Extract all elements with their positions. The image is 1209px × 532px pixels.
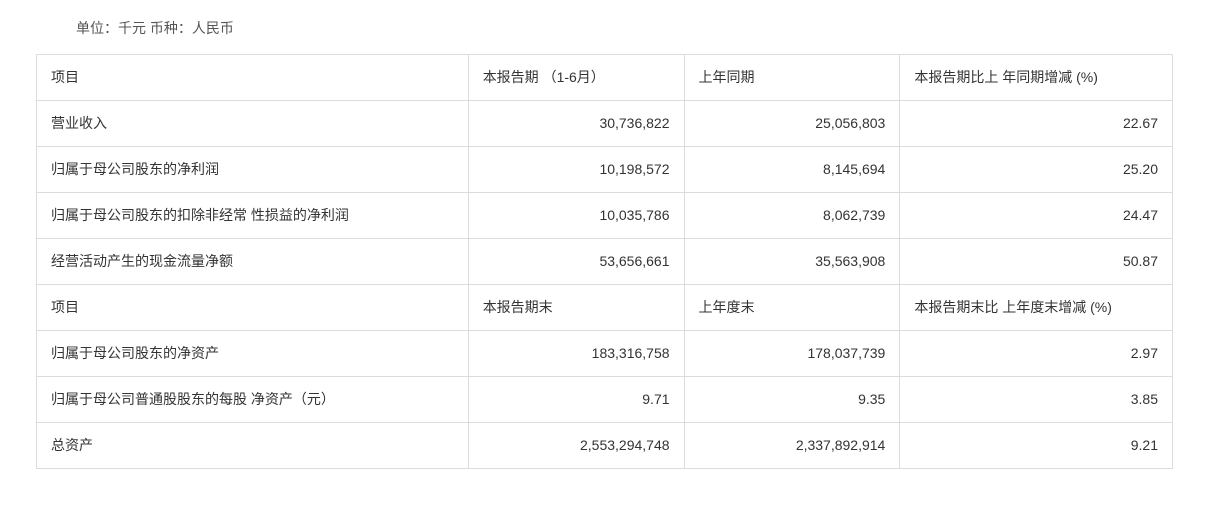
table-row: 归属于母公司普通股股东的每股 净资产（元） 9.71 9.35 3.85 [37, 377, 1173, 423]
cell-value: 183,316,758 [468, 331, 684, 377]
col-header-period-end: 本报告期末 [468, 285, 684, 331]
col-header-prior-year-end: 上年度末 [684, 285, 900, 331]
cell-value: 24.47 [900, 193, 1173, 239]
cell-value: 9.35 [684, 377, 900, 423]
table-row: 营业收入 30,736,822 25,056,803 22.67 [37, 101, 1173, 147]
row-label: 归属于母公司股东的净利润 [37, 147, 469, 193]
row-label: 归属于母公司股东的扣除非经常 性损益的净利润 [37, 193, 469, 239]
col-header-item: 项目 [37, 55, 469, 101]
table-row: 经营活动产生的现金流量净额 53,656,661 35,563,908 50.8… [37, 239, 1173, 285]
col-header-change-pct: 本报告期比上 年同期增减 (%) [900, 55, 1173, 101]
table-row: 总资产 2,553,294,748 2,337,892,914 9.21 [37, 423, 1173, 469]
row-label: 总资产 [37, 423, 469, 469]
cell-value: 9.21 [900, 423, 1173, 469]
row-label: 归属于母公司普通股股东的每股 净资产（元） [37, 377, 469, 423]
row-label: 营业收入 [37, 101, 469, 147]
cell-value: 2,553,294,748 [468, 423, 684, 469]
cell-value: 2,337,892,914 [684, 423, 900, 469]
cell-value: 35,563,908 [684, 239, 900, 285]
cell-value: 8,062,739 [684, 193, 900, 239]
cell-value: 10,198,572 [468, 147, 684, 193]
financial-table: 项目 本报告期 （1-6月） 上年同期 本报告期比上 年同期增减 (%) 营业收… [36, 54, 1173, 469]
cell-value: 10,035,786 [468, 193, 684, 239]
unit-currency-line: 单位：千元 币种：人民币 [76, 18, 1173, 38]
cell-value: 9.71 [468, 377, 684, 423]
cell-value: 30,736,822 [468, 101, 684, 147]
col-header-item: 项目 [37, 285, 469, 331]
table-row: 归属于母公司股东的净利润 10,198,572 8,145,694 25.20 [37, 147, 1173, 193]
cell-value: 178,037,739 [684, 331, 900, 377]
row-label: 经营活动产生的现金流量净额 [37, 239, 469, 285]
cell-value: 25,056,803 [684, 101, 900, 147]
cell-value: 8,145,694 [684, 147, 900, 193]
cell-value: 3.85 [900, 377, 1173, 423]
col-header-change-pct: 本报告期末比 上年度末增减 (%) [900, 285, 1173, 331]
table-row: 归属于母公司股东的扣除非经常 性损益的净利润 10,035,786 8,062,… [37, 193, 1173, 239]
table-header-row-2: 项目 本报告期末 上年度末 本报告期末比 上年度末增减 (%) [37, 285, 1173, 331]
cell-value: 25.20 [900, 147, 1173, 193]
table-row: 归属于母公司股东的净资产 183,316,758 178,037,739 2.9… [37, 331, 1173, 377]
col-header-current-period: 本报告期 （1-6月） [468, 55, 684, 101]
cell-value: 22.67 [900, 101, 1173, 147]
cell-value: 53,656,661 [468, 239, 684, 285]
table-header-row-1: 项目 本报告期 （1-6月） 上年同期 本报告期比上 年同期增减 (%) [37, 55, 1173, 101]
cell-value: 2.97 [900, 331, 1173, 377]
cell-value: 50.87 [900, 239, 1173, 285]
row-label: 归属于母公司股东的净资产 [37, 331, 469, 377]
col-header-prior-period: 上年同期 [684, 55, 900, 101]
